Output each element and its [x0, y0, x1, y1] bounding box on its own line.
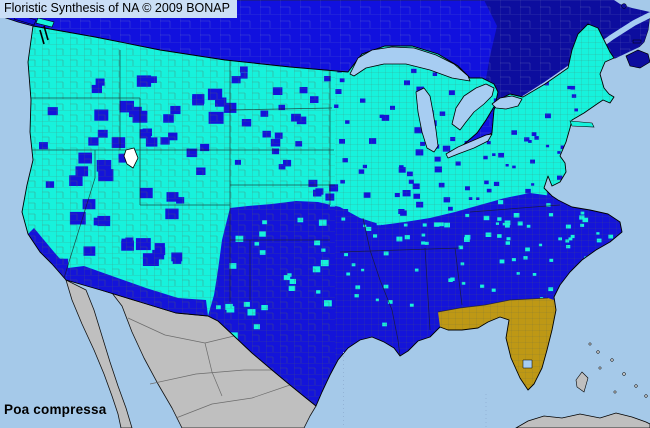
graticule-lines — [343, 352, 487, 428]
long-island — [569, 120, 595, 128]
prince-edward-island — [632, 39, 642, 44]
gulf-st-lawrence-water — [614, 0, 650, 12]
andros-island — [575, 371, 589, 393]
puget-sound — [39, 25, 49, 45]
bahamas-islands — [588, 342, 648, 398]
mexico-state-lines — [127, 317, 291, 419]
nova-scotia — [625, 49, 650, 69]
great-lakes — [349, 46, 533, 369]
cuba — [515, 412, 650, 428]
lake-huron — [451, 83, 495, 131]
baja-california — [65, 279, 133, 428]
caribbean-region — [515, 342, 650, 428]
lake-superior — [349, 46, 471, 82]
map-title: Floristic Synthesis of NA © 2009 BONAP — [0, 0, 237, 18]
species-name-text: Poa compressa — [4, 402, 107, 417]
lake-erie — [445, 133, 493, 159]
lake-michigan — [415, 87, 439, 153]
species-label: Poa compressa — [4, 402, 106, 417]
coastal-island-cyan — [35, 17, 55, 28]
gulf-island — [621, 3, 627, 9]
maritime-islands — [569, 3, 650, 128]
great-salt-lake — [123, 147, 139, 169]
map-title-text: Floristic Synthesis of NA © 2009 BONAP — [4, 1, 230, 15]
state-borders — [25, 50, 561, 357]
lake-okeechobee — [522, 359, 533, 369]
lake-ontario — [491, 95, 523, 110]
